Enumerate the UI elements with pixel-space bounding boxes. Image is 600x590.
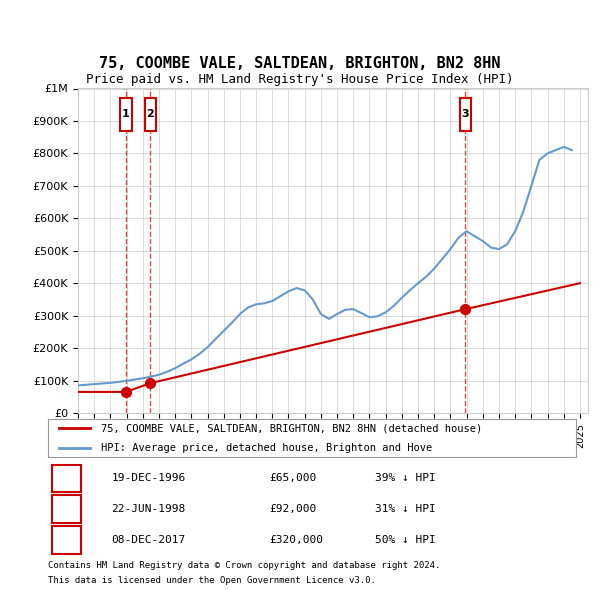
Text: HPI: Average price, detached house, Brighton and Hove: HPI: Average price, detached house, Brig… [101, 442, 432, 453]
Text: 08-DEC-2017: 08-DEC-2017 [112, 535, 185, 545]
Text: 75, COOMBE VALE, SALTDEAN, BRIGHTON, BN2 8HN (detached house): 75, COOMBE VALE, SALTDEAN, BRIGHTON, BN2… [101, 424, 482, 434]
FancyBboxPatch shape [145, 98, 156, 131]
Point [146, 378, 155, 388]
Text: Contains HM Land Registry data © Crown copyright and database right 2024.: Contains HM Land Registry data © Crown c… [48, 561, 440, 570]
Text: 39% ↓ HPI: 39% ↓ HPI [376, 474, 436, 483]
Point [121, 387, 131, 396]
FancyBboxPatch shape [52, 496, 81, 523]
Text: 50% ↓ HPI: 50% ↓ HPI [376, 535, 436, 545]
Point [461, 304, 470, 314]
Text: 31% ↓ HPI: 31% ↓ HPI [376, 504, 436, 514]
Text: Price paid vs. HM Land Registry's House Price Index (HPI): Price paid vs. HM Land Registry's House … [86, 73, 514, 86]
Text: 1: 1 [122, 110, 130, 119]
Text: 1: 1 [62, 474, 70, 483]
Text: 75, COOMBE VALE, SALTDEAN, BRIGHTON, BN2 8HN: 75, COOMBE VALE, SALTDEAN, BRIGHTON, BN2… [99, 56, 501, 71]
Text: This data is licensed under the Open Government Licence v3.0.: This data is licensed under the Open Gov… [48, 576, 376, 585]
FancyBboxPatch shape [52, 526, 81, 553]
FancyBboxPatch shape [120, 98, 131, 131]
Text: 2: 2 [62, 504, 70, 514]
Text: 3: 3 [461, 110, 469, 119]
Text: £320,000: £320,000 [270, 535, 324, 545]
Text: £65,000: £65,000 [270, 474, 317, 483]
Text: £92,000: £92,000 [270, 504, 317, 514]
FancyBboxPatch shape [460, 98, 471, 131]
Text: 22-JUN-1998: 22-JUN-1998 [112, 504, 185, 514]
Text: 3: 3 [62, 535, 70, 545]
Bar [78, 88, 91, 413]
FancyBboxPatch shape [52, 465, 81, 492]
Text: 2: 2 [146, 110, 154, 119]
Text: 19-DEC-1996: 19-DEC-1996 [112, 474, 185, 483]
